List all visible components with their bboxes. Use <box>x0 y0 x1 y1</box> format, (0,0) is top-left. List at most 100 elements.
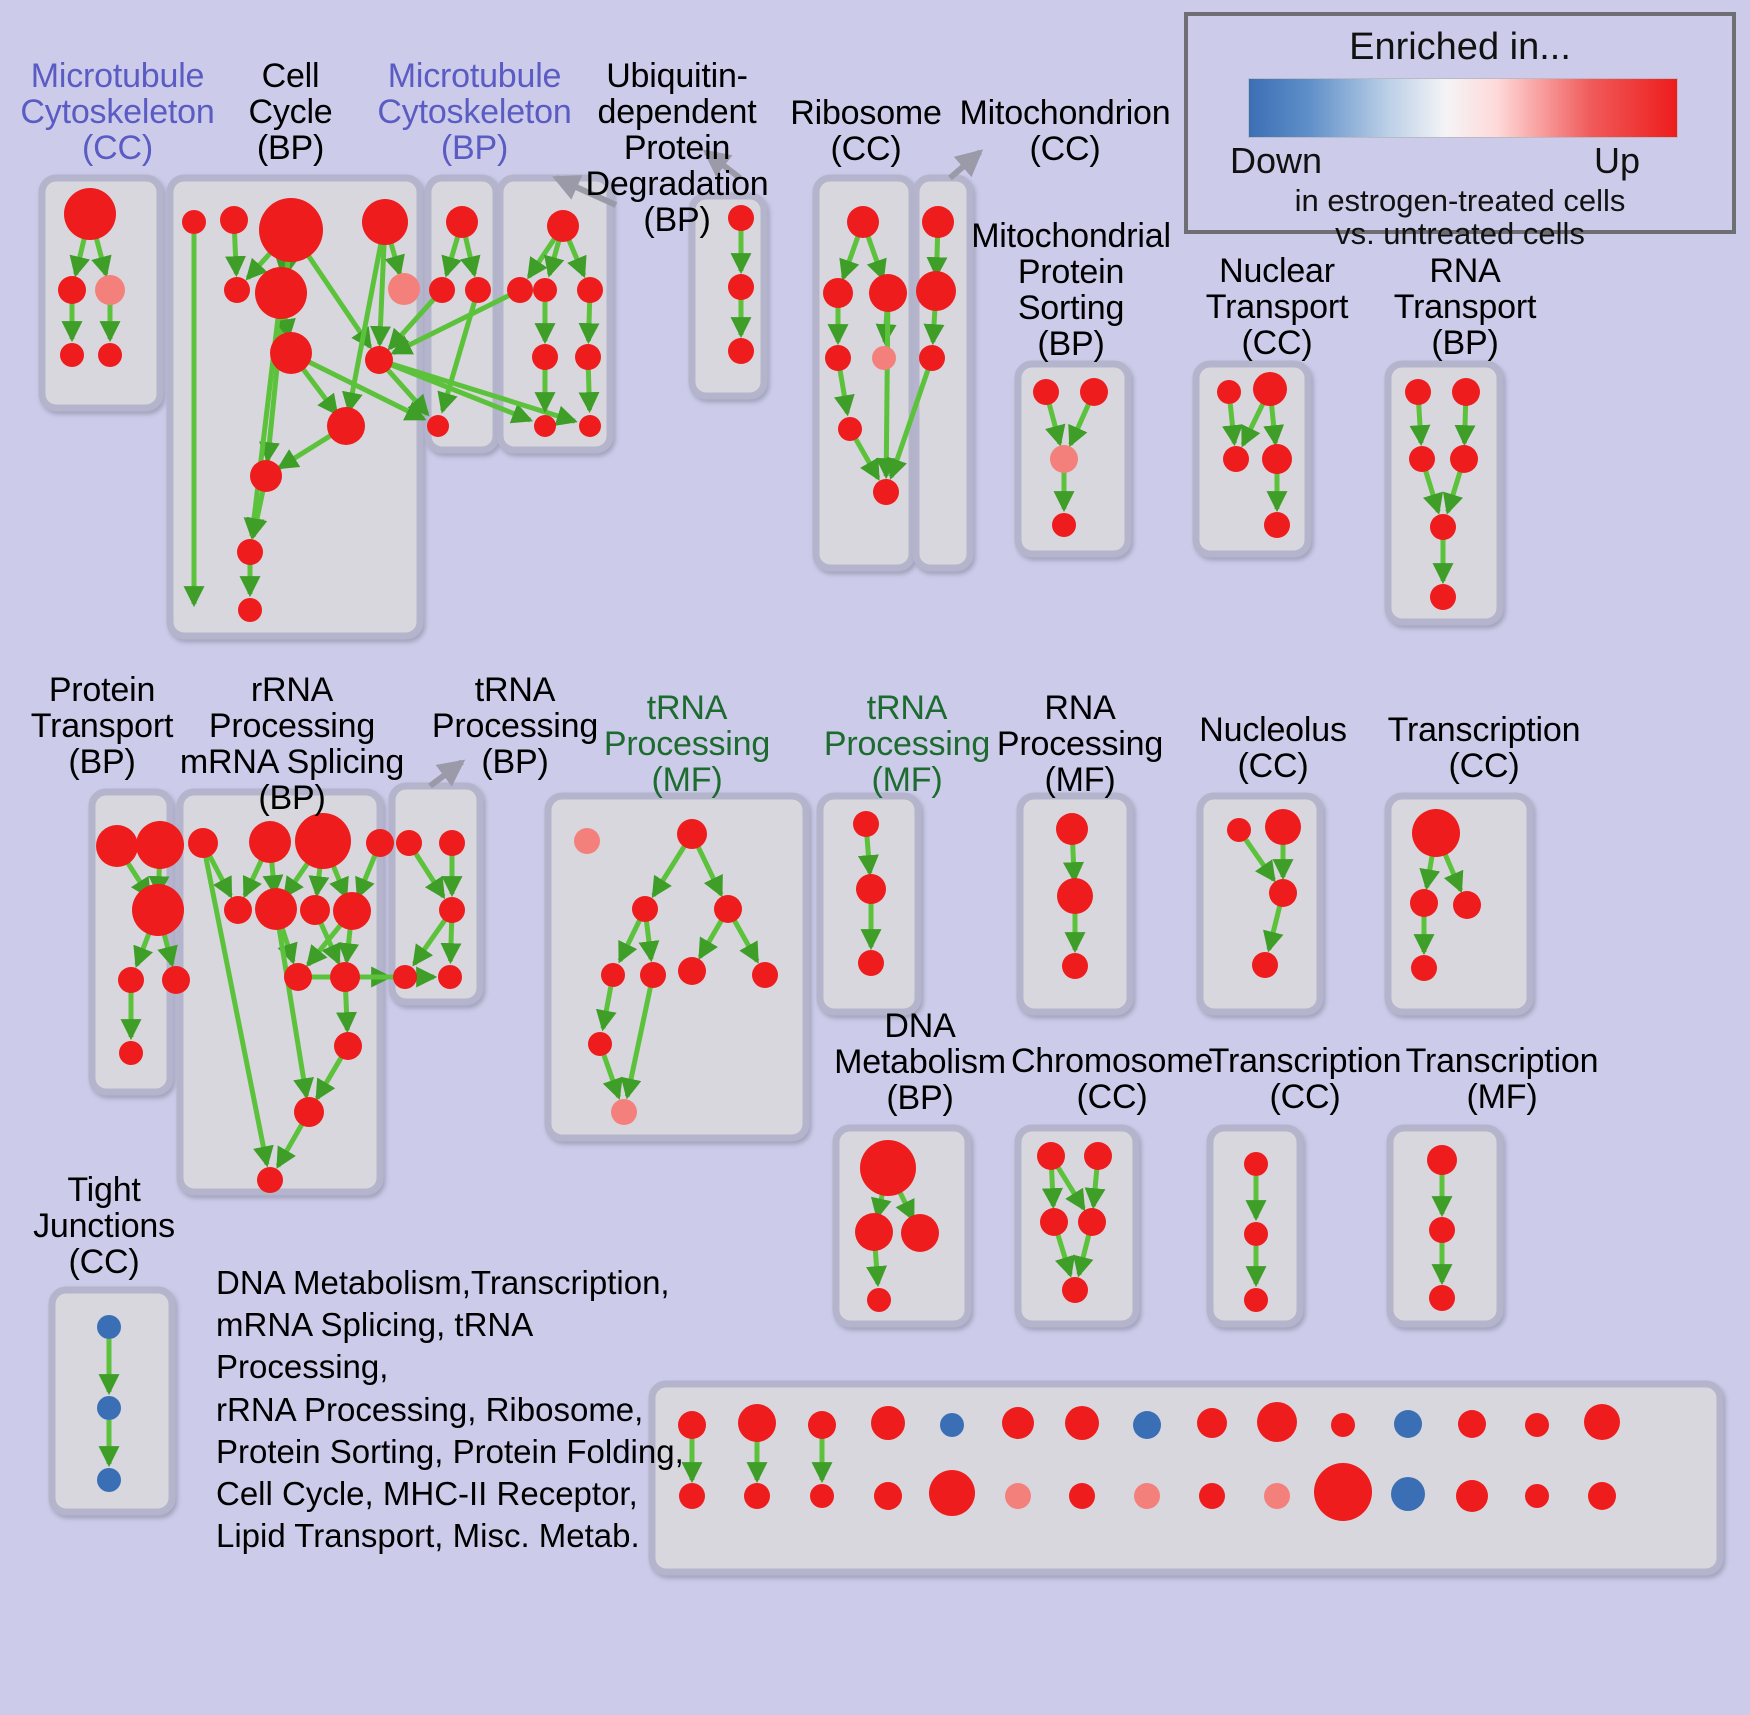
network-node[interactable] <box>284 963 312 991</box>
network-node[interactable] <box>1033 379 1059 405</box>
network-node[interactable] <box>1134 1483 1160 1509</box>
network-node[interactable] <box>1458 1410 1486 1438</box>
network-node[interactable] <box>95 275 125 305</box>
network-node[interactable] <box>916 271 956 311</box>
network-node[interactable] <box>366 829 394 857</box>
network-node[interactable] <box>1584 1404 1620 1440</box>
network-node[interactable] <box>97 1468 121 1492</box>
network-node[interactable] <box>1080 378 1108 406</box>
network-node[interactable] <box>439 897 465 923</box>
network-node[interactable] <box>601 963 625 987</box>
network-node[interactable] <box>1430 514 1456 540</box>
network-node[interactable] <box>858 950 884 976</box>
network-node[interactable] <box>465 277 491 303</box>
network-node[interactable] <box>446 206 478 238</box>
network-node[interactable] <box>388 273 420 305</box>
network-node[interactable] <box>577 277 603 303</box>
network-node[interactable] <box>1227 818 1251 842</box>
network-node[interactable] <box>869 274 907 312</box>
network-node[interactable] <box>632 896 658 922</box>
network-node[interactable] <box>940 1413 964 1437</box>
network-node[interactable] <box>534 415 556 437</box>
network-node[interactable] <box>1199 1483 1225 1509</box>
network-node[interactable] <box>808 1411 836 1439</box>
network-node[interactable] <box>250 460 282 492</box>
network-node[interactable] <box>1262 444 1292 474</box>
network-node[interactable] <box>575 344 601 370</box>
network-node[interactable] <box>823 278 853 308</box>
network-node[interactable] <box>270 332 312 374</box>
network-node[interactable] <box>752 962 778 988</box>
network-node[interactable] <box>439 830 465 856</box>
network-node[interactable] <box>1429 1285 1455 1311</box>
network-node[interactable] <box>533 278 557 302</box>
network-node[interactable] <box>1040 1208 1068 1236</box>
network-node[interactable] <box>860 1140 916 1196</box>
network-node[interactable] <box>1525 1413 1549 1437</box>
network-node[interactable] <box>162 966 190 994</box>
network-node[interactable] <box>1056 813 1088 845</box>
network-node[interactable] <box>1269 879 1297 907</box>
network-node[interactable] <box>1244 1288 1268 1312</box>
network-node[interactable] <box>728 205 754 231</box>
network-node[interactable] <box>588 1032 612 1056</box>
network-node[interactable] <box>365 346 393 374</box>
network-node[interactable] <box>136 821 184 869</box>
network-node[interactable] <box>238 598 262 622</box>
network-node[interactable] <box>237 539 263 565</box>
network-node[interactable] <box>1265 809 1301 845</box>
network-node[interactable] <box>611 1099 637 1125</box>
network-node[interactable] <box>327 407 365 445</box>
network-node[interactable] <box>60 343 84 367</box>
network-node[interactable] <box>1037 1142 1065 1170</box>
network-node[interactable] <box>1429 1217 1455 1243</box>
network-node[interactable] <box>429 277 455 303</box>
network-node[interactable] <box>678 957 706 985</box>
network-node[interactable] <box>547 210 579 242</box>
network-node[interactable] <box>97 1315 121 1339</box>
network-node[interactable] <box>1331 1413 1355 1437</box>
network-node[interactable] <box>295 813 351 869</box>
network-node[interactable] <box>1410 889 1438 917</box>
network-node[interactable] <box>1391 1477 1425 1511</box>
network-node[interactable] <box>714 895 742 923</box>
network-node[interactable] <box>1588 1482 1616 1510</box>
network-node[interactable] <box>96 825 138 867</box>
network-node[interactable] <box>1452 378 1480 406</box>
network-node[interactable] <box>118 967 144 993</box>
network-node[interactable] <box>1078 1208 1106 1236</box>
network-node[interactable] <box>255 267 307 319</box>
network-node[interactable] <box>427 415 449 437</box>
network-node[interactable] <box>872 346 896 370</box>
network-node[interactable] <box>579 415 601 437</box>
network-node[interactable] <box>362 199 408 245</box>
network-node[interactable] <box>847 206 879 238</box>
network-node[interactable] <box>1197 1408 1227 1438</box>
network-node[interactable] <box>224 896 252 924</box>
network-node[interactable] <box>182 210 206 234</box>
network-node[interactable] <box>1005 1483 1031 1509</box>
network-node[interactable] <box>640 962 666 988</box>
network-node[interactable] <box>294 1097 324 1127</box>
network-node[interactable] <box>855 1213 893 1251</box>
network-node[interactable] <box>1405 379 1431 405</box>
network-node[interactable] <box>1057 878 1093 914</box>
network-node[interactable] <box>1244 1152 1268 1176</box>
network-node[interactable] <box>1244 1222 1268 1246</box>
network-node[interactable] <box>1084 1142 1112 1170</box>
network-node[interactable] <box>1450 445 1478 473</box>
network-node[interactable] <box>929 1470 975 1516</box>
network-node[interactable] <box>220 206 248 234</box>
network-node[interactable] <box>738 1404 776 1442</box>
network-node[interactable] <box>873 479 899 505</box>
network-node[interactable] <box>677 819 707 849</box>
network-node[interactable] <box>919 345 945 371</box>
network-node[interactable] <box>64 188 116 240</box>
network-node[interactable] <box>532 344 558 370</box>
network-node[interactable] <box>1453 891 1481 919</box>
network-node[interactable] <box>224 277 250 303</box>
network-node[interactable] <box>300 895 330 925</box>
network-node[interactable] <box>744 1483 770 1509</box>
network-node[interactable] <box>1257 1402 1297 1442</box>
network-node[interactable] <box>1065 1406 1099 1440</box>
